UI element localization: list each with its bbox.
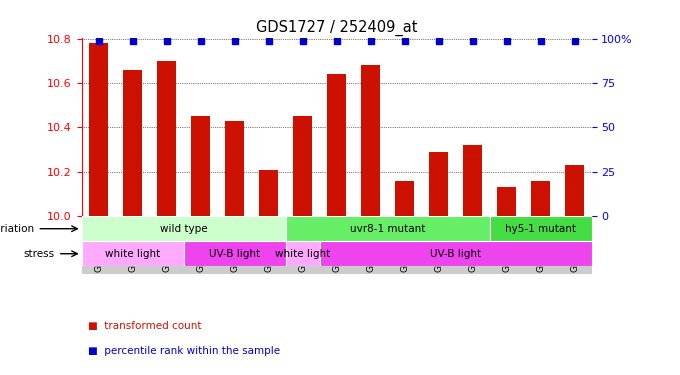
Bar [259, 170, 278, 216]
Bar [395, 181, 414, 216]
Bar [463, 145, 482, 216]
Bar [361, 65, 380, 216]
Text: white light: white light [275, 249, 330, 259]
Bar [293, 116, 312, 216]
Bar [497, 188, 516, 216]
Bar [286, 241, 320, 266]
Bar [184, 241, 286, 266]
Bar [191, 116, 210, 216]
Text: genotype/variation: genotype/variation [0, 224, 34, 234]
Bar [531, 181, 550, 216]
Bar [123, 70, 142, 216]
Title: GDS1727 / 252409_at: GDS1727 / 252409_at [256, 20, 418, 36]
Bar [429, 152, 448, 216]
Bar [320, 241, 592, 266]
Bar [286, 216, 490, 241]
Text: wild type: wild type [160, 224, 207, 234]
Bar [565, 165, 584, 216]
Bar [157, 61, 176, 216]
Text: UV-B light: UV-B light [430, 249, 481, 259]
Bar [82, 241, 184, 266]
Text: uvr8-1 mutant: uvr8-1 mutant [350, 224, 425, 234]
Text: hy5-1 mutant: hy5-1 mutant [505, 224, 576, 234]
Bar [490, 216, 592, 241]
Text: UV-B light: UV-B light [209, 249, 260, 259]
Bar [327, 74, 346, 216]
Text: white light: white light [105, 249, 160, 259]
Text: ■  percentile rank within the sample: ■ percentile rank within the sample [88, 346, 281, 355]
Text: ■  transformed count: ■ transformed count [88, 321, 202, 331]
Text: stress: stress [23, 249, 54, 259]
Bar [225, 121, 244, 216]
Bar [82, 216, 286, 241]
Bar [89, 43, 108, 216]
